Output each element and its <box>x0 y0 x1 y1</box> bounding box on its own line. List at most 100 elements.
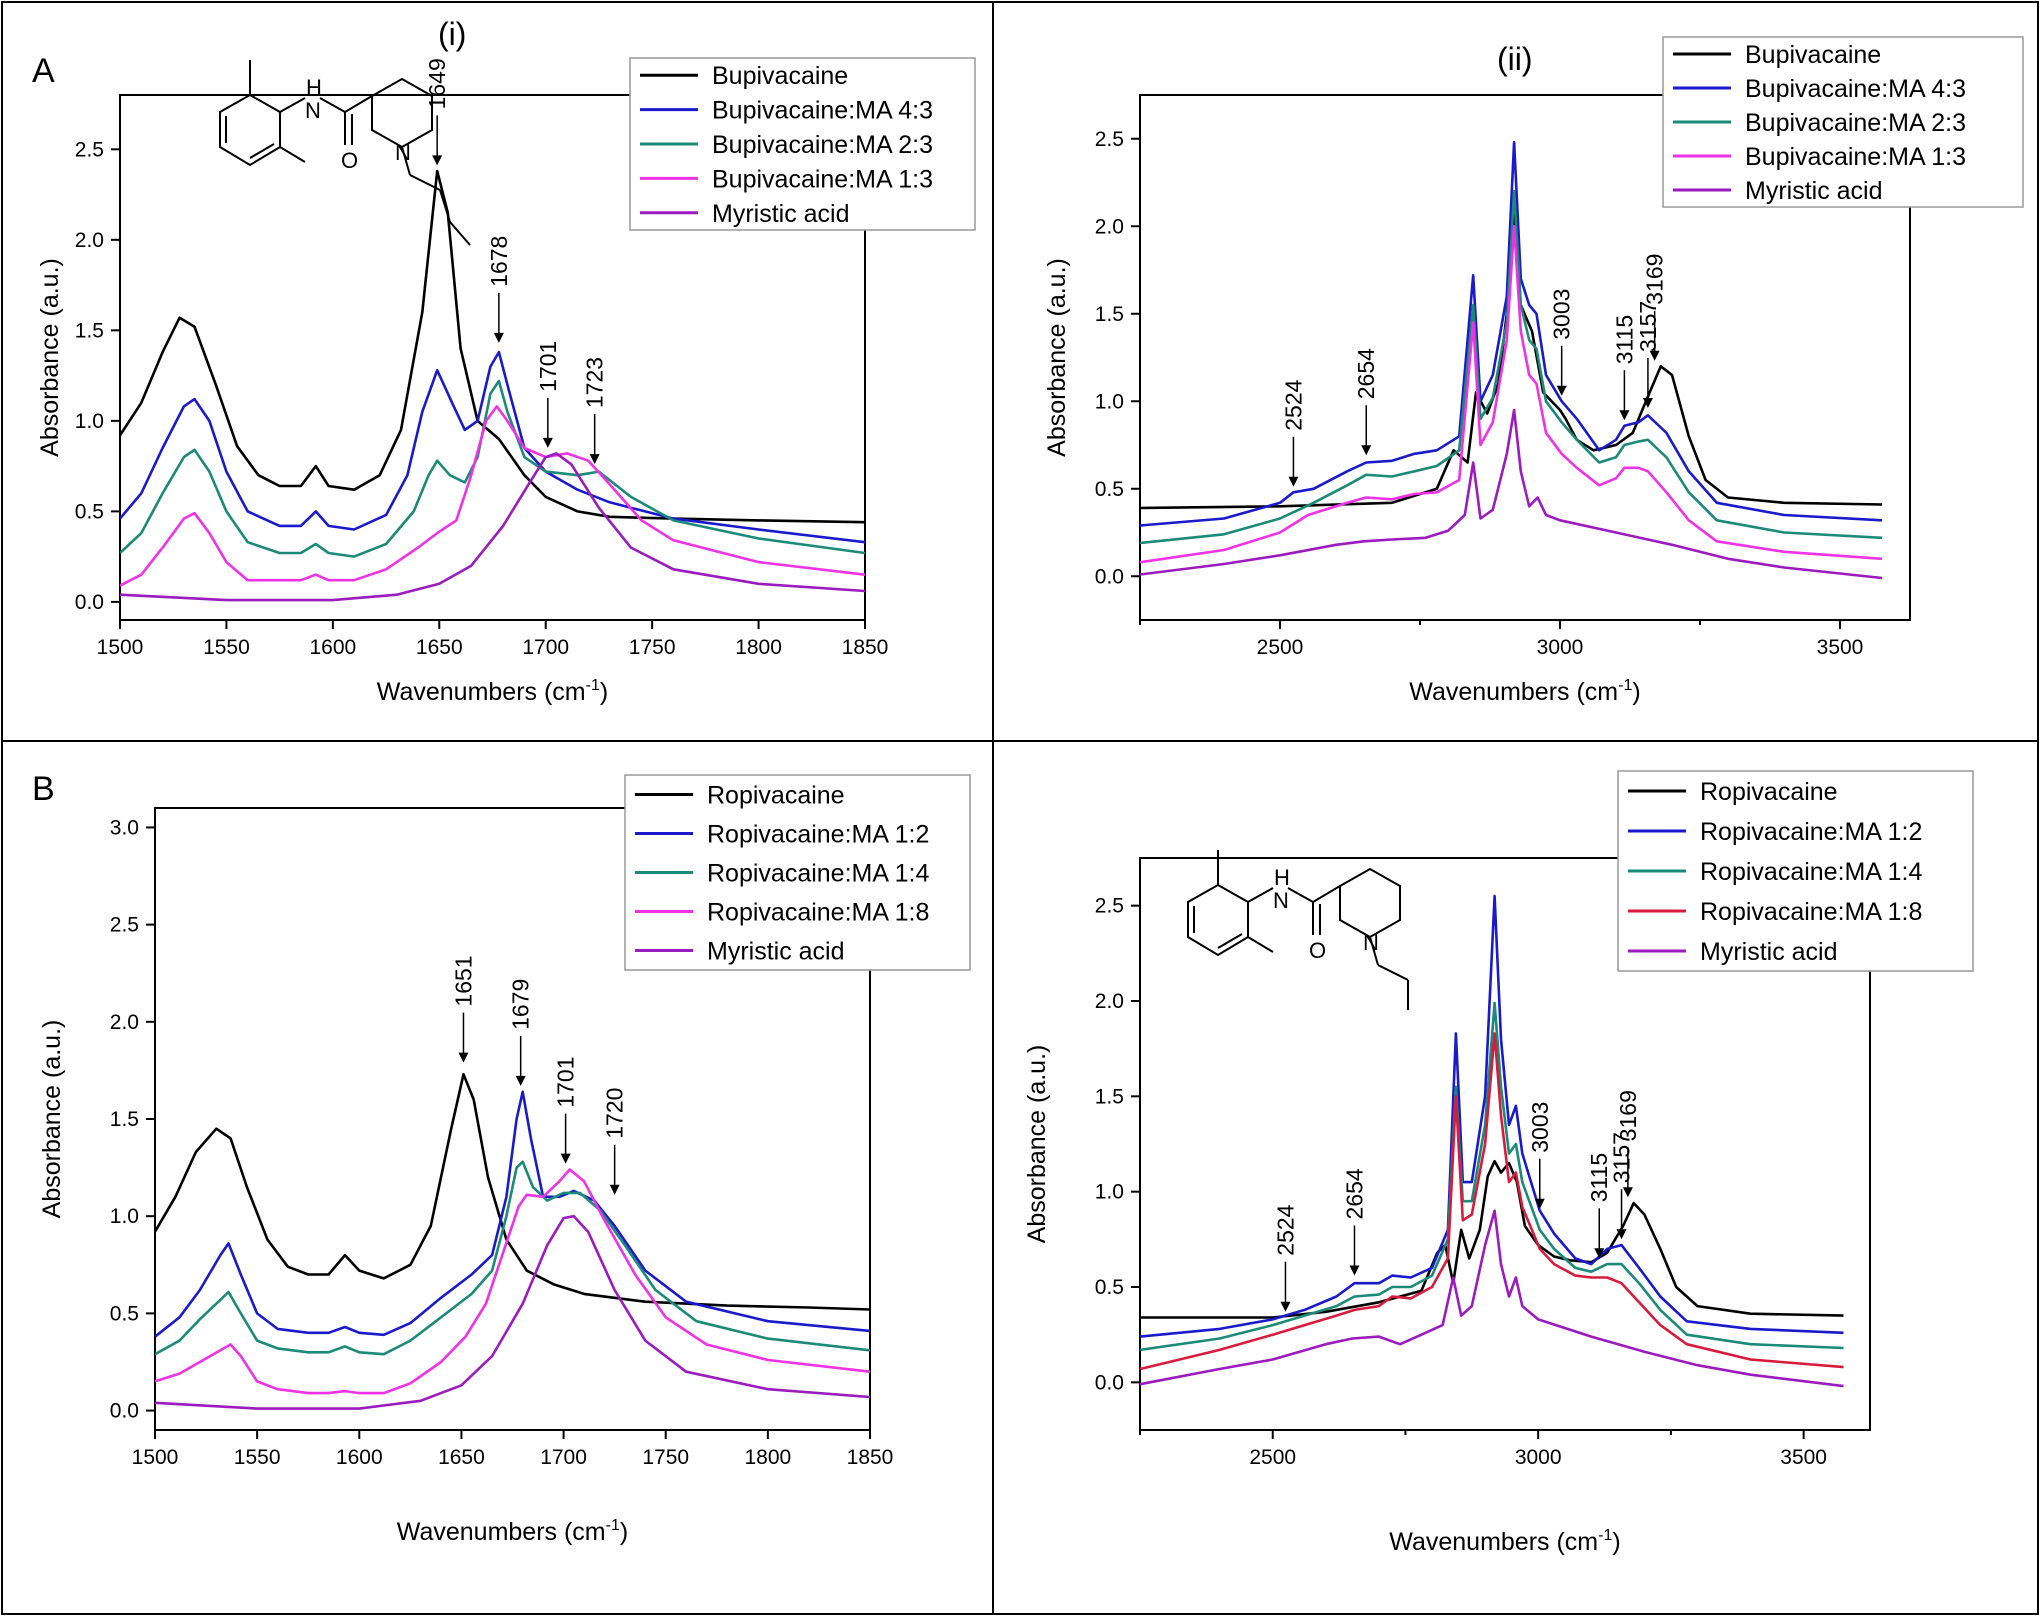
peak-label: 1651 <box>450 955 476 1006</box>
legend-entry: Bupivacaine:MA 4:3 <box>712 97 933 125</box>
series-line-1 <box>1140 894 1844 1338</box>
series-line-3 <box>120 405 865 587</box>
svg-text:N: N <box>305 98 321 123</box>
legend-entry: Ropivacaine:MA 1:4 <box>1700 858 1922 886</box>
y-tick-label: 3.0 <box>110 816 139 839</box>
x-tick-label: 3500 <box>1780 1446 1827 1469</box>
x-axis-label: Wavenumbers (cm-1) <box>1409 677 1640 706</box>
svg-text:O: O <box>1309 938 1326 963</box>
legend-entry: Bupivacaine:MA 2:3 <box>1745 109 1966 137</box>
ropivacaine-structure <box>1187 850 1409 1010</box>
x-tick-label: 1650 <box>416 636 463 659</box>
svg-text:H: H <box>306 75 322 100</box>
panel-label-ii: (ii) <box>1497 41 1533 77</box>
peak-label: 3115 <box>1611 315 1637 364</box>
svg-text:H: H <box>1274 865 1290 890</box>
peak-arrowhead <box>1280 1301 1291 1312</box>
peak-label: 3169 <box>1615 1090 1641 1141</box>
peak-label: 1723 <box>582 357 608 408</box>
legend: Ropivacaine Ropivacaine:MA 1:2 Ropivacaine… <box>1617 770 1974 972</box>
x-tick-label: 1700 <box>522 636 569 659</box>
peak-arrowhead <box>493 332 504 343</box>
series-line-4 <box>1140 1209 1844 1388</box>
peak-label: 3157 <box>1609 1132 1635 1183</box>
y-tick-label: 1.0 <box>75 410 104 433</box>
plot-b-ii: 2500 3000 3500 0.0 0.5 1.0 1.5 2.0 2.5 Wavenumber… <box>1023 770 1974 1556</box>
panel-label-a: A <box>32 52 55 90</box>
legend-entry: Bupivacaine <box>712 62 848 90</box>
x-tick-label: 1600 <box>336 1446 383 1469</box>
peak-label: 3169 <box>1642 254 1668 305</box>
y-tick-label: 0.0 <box>1095 1371 1124 1394</box>
x-tick-label: 3000 <box>1537 636 1584 659</box>
legend-entry: Ropivacaine <box>1700 778 1838 806</box>
legend-entry: Myristic acid <box>707 938 845 966</box>
series-line-3 <box>155 1168 870 1395</box>
peak-label: 2524 <box>1280 379 1306 430</box>
series-line-1 <box>1140 141 1883 527</box>
plot-b-i: 1500 1550 1600 1650 1700 1750 1800 1850 0.0 0.5 1.… <box>38 774 971 1546</box>
y-tick-label: 1.0 <box>1095 390 1124 413</box>
peak-arrowhead <box>1622 1187 1633 1198</box>
ropivacaine-atoms: N H O N <box>1273 865 1379 963</box>
y-tick-label: 2.5 <box>1095 128 1124 151</box>
svg-text:O: O <box>341 148 358 173</box>
y-tick-label: 0.5 <box>110 1302 139 1325</box>
legend-entry: Bupivacaine <box>1745 41 1881 69</box>
series-line-0 <box>155 1073 870 1311</box>
peak-arrowhead <box>1619 410 1630 421</box>
peak-label: 3115 <box>1586 1153 1612 1202</box>
y-tick-label: 0.0 <box>1095 565 1124 588</box>
peak-arrowhead <box>432 155 443 166</box>
x-tick-label: 1550 <box>234 1446 281 1469</box>
plot-a-ii: 2500 3000 3500 0.0 0.5 1.0 1.5 2.0 2.5 Wavenumber… <box>1043 36 2024 706</box>
y-tick-label: 1.5 <box>1095 1085 1124 1108</box>
plot-area-frame <box>1139 94 1911 621</box>
series-line-4 <box>1140 408 1883 580</box>
svg-text:N: N <box>1363 930 1379 955</box>
peak-label: 1649 <box>424 58 450 109</box>
series-line-2 <box>1140 189 1883 545</box>
y-axis-label: Absorbance (a.u.) <box>38 1020 66 1219</box>
x-tick-label: 1850 <box>847 1446 894 1469</box>
legend-entry: Ropivacaine:MA 1:8 <box>1700 898 1922 926</box>
series-line-0 <box>120 169 865 524</box>
peak-label: 3003 <box>1527 1102 1553 1153</box>
x-tick-label: 1750 <box>629 636 676 659</box>
x-tick-label: 1550 <box>203 636 250 659</box>
y-tick-label: 2.0 <box>1095 990 1124 1013</box>
x-tick-label: 3000 <box>1515 1446 1562 1469</box>
y-tick-label: 0.0 <box>75 591 104 614</box>
peak-arrowhead <box>1288 476 1299 487</box>
legend-entry: Bupivacaine:MA 4:3 <box>1745 75 1966 103</box>
panel-label-i: (i) <box>438 16 466 52</box>
x-axis-label: Wavenumbers (cm-1) <box>1389 1527 1620 1556</box>
peak-arrowhead <box>1349 1265 1360 1276</box>
series-line-3 <box>1140 225 1883 564</box>
legend: Bupivacaine Bupivacaine:MA 4:3 Bupivacaine… <box>629 57 976 231</box>
series-line-2 <box>1140 1001 1844 1352</box>
legend-entry: Ropivacaine:MA 1:4 <box>707 860 929 888</box>
x-axis-label: Wavenumbers (cm-1) <box>377 677 608 706</box>
legend-entry: Bupivacaine:MA 1:3 <box>1745 143 1966 171</box>
svg-text:N: N <box>395 140 411 165</box>
series-line-1 <box>120 350 865 544</box>
series-line-2 <box>155 1160 870 1356</box>
y-tick-label: 1.5 <box>110 1108 139 1131</box>
peak-arrowhead <box>1534 1198 1545 1209</box>
y-axis-label: Absorbance (a.u.) <box>36 258 64 457</box>
y-tick-label: 1.5 <box>75 319 104 342</box>
peak-arrowhead <box>589 454 600 465</box>
peak-label: 3157 <box>1635 301 1661 352</box>
series-line-3 <box>1140 1032 1844 1371</box>
legend-entry: Bupivacaine:MA 1:3 <box>712 165 933 193</box>
legend: Ropivacaine Ropivacaine:MA 1:2 Ropivacaine… <box>624 774 971 971</box>
peak-arrowhead <box>1556 385 1567 396</box>
peak-arrowhead <box>560 1153 571 1164</box>
y-tick-label: 2.5 <box>110 914 139 937</box>
peak-label: 1678 <box>486 236 512 287</box>
legend-entry: Ropivacaine:MA 1:8 <box>707 899 929 927</box>
x-tick-label: 1700 <box>540 1446 587 1469</box>
peak-arrowhead <box>542 437 553 448</box>
